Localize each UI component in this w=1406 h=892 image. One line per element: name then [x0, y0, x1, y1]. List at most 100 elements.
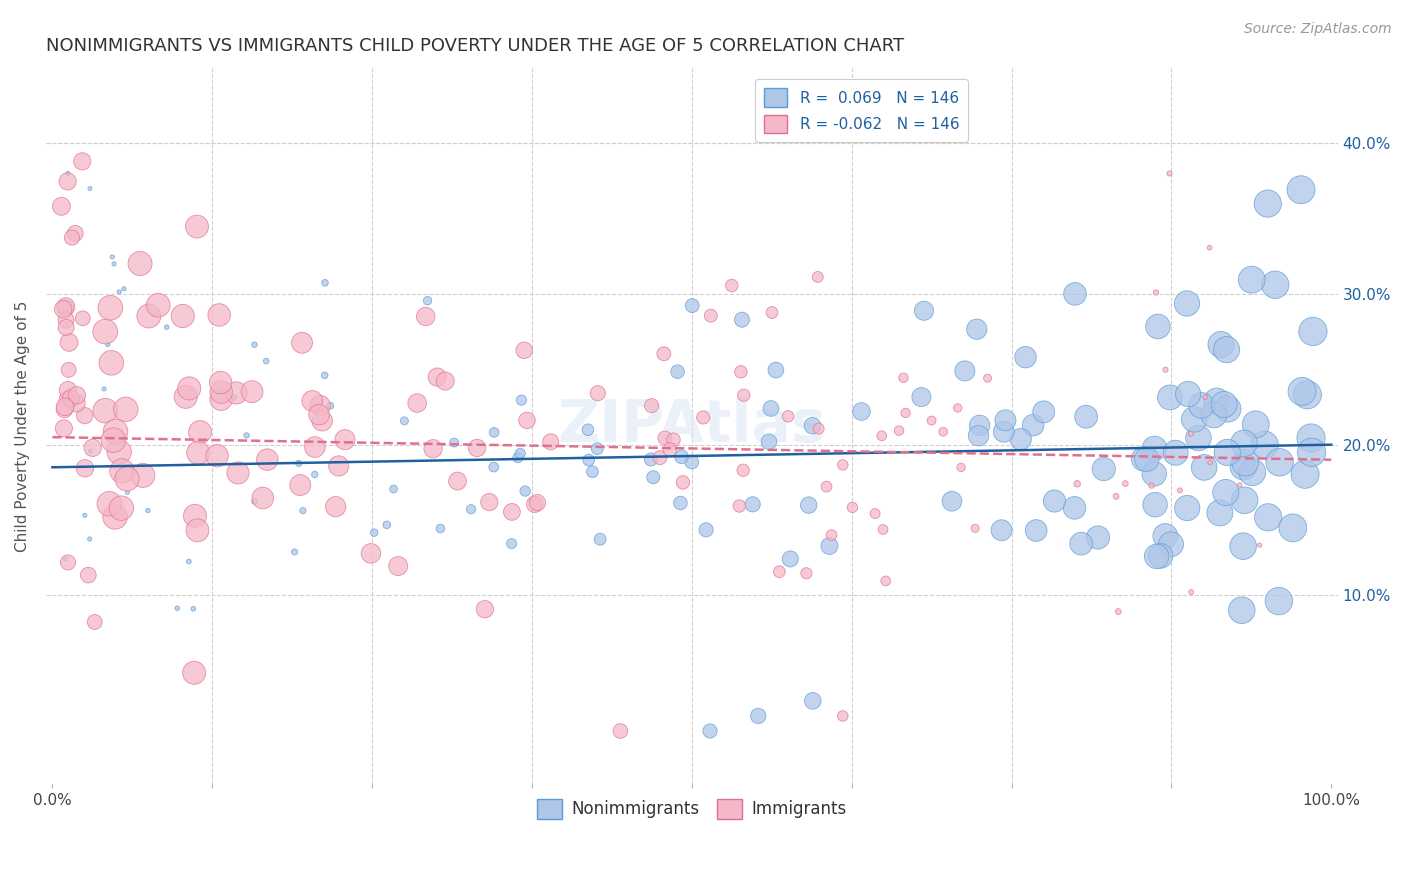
Point [254, 354, 277, 368]
Point [1064, 286, 1087, 301]
Point [387, 559, 409, 574]
Point [325, 500, 347, 514]
Point [1087, 531, 1109, 545]
Point [422, 442, 444, 456]
Point [976, 371, 998, 385]
Point [672, 475, 695, 490]
Point [108, 445, 131, 459]
Point [671, 450, 693, 464]
Point [301, 393, 323, 408]
Point [55, 301, 77, 315]
Point [887, 424, 910, 438]
Point [820, 528, 842, 542]
Point [643, 470, 665, 484]
Point [101, 250, 124, 264]
Point [801, 694, 824, 708]
Point [209, 392, 232, 407]
Point [60, 230, 83, 244]
Point [1168, 483, 1191, 498]
Point [256, 452, 278, 467]
Point [186, 524, 208, 538]
Point [482, 425, 505, 440]
Point [720, 278, 742, 293]
Point [77, 568, 100, 582]
Point [695, 523, 717, 537]
Point [1205, 394, 1227, 409]
Point [1070, 537, 1092, 551]
Point [807, 422, 830, 436]
Point [1187, 431, 1209, 445]
Point [894, 406, 917, 420]
Point [482, 460, 505, 475]
Point [443, 435, 465, 450]
Point [108, 285, 131, 299]
Point [681, 299, 703, 313]
Point [416, 293, 439, 308]
Point [112, 282, 135, 296]
Point [117, 485, 139, 500]
Point [181, 602, 204, 616]
Point [172, 309, 194, 323]
Point [56, 556, 79, 570]
Point [510, 393, 533, 408]
Point [1229, 478, 1251, 492]
Point [967, 428, 990, 442]
Point [187, 446, 209, 460]
Point [111, 464, 134, 478]
Point [1032, 405, 1054, 419]
Point [1180, 585, 1202, 599]
Point [51, 199, 73, 213]
Point [460, 502, 482, 516]
Point [1289, 183, 1312, 197]
Point [523, 497, 546, 511]
Point [52, 302, 75, 317]
Point [1194, 390, 1216, 404]
Point [73, 508, 96, 523]
Point [184, 508, 207, 523]
Point [55, 320, 77, 334]
Point [870, 429, 893, 443]
Point [73, 461, 96, 475]
Point [797, 498, 820, 512]
Point [56, 166, 79, 180]
Point [831, 458, 853, 472]
Point [1154, 363, 1177, 377]
Point [363, 525, 385, 540]
Point [58, 363, 80, 377]
Point [666, 365, 689, 379]
Point [1160, 537, 1182, 551]
Point [1132, 452, 1154, 467]
Point [669, 496, 692, 510]
Point [1232, 539, 1254, 553]
Point [82, 441, 104, 455]
Point [733, 463, 755, 477]
Point [1199, 455, 1222, 469]
Point [1257, 196, 1279, 211]
Point [807, 270, 830, 285]
Point [578, 453, 600, 467]
Point [94, 403, 117, 417]
Point [166, 601, 188, 615]
Point [1143, 442, 1166, 456]
Point [174, 390, 197, 404]
Point [304, 467, 326, 482]
Point [94, 325, 117, 339]
Point [1241, 465, 1264, 479]
Point [1022, 418, 1045, 433]
Point [1233, 436, 1256, 450]
Point [183, 665, 205, 680]
Point [540, 434, 562, 449]
Point [426, 370, 449, 384]
Point [966, 322, 988, 336]
Point [1010, 432, 1032, 446]
Point [841, 500, 863, 515]
Point [1149, 549, 1171, 563]
Point [1182, 412, 1205, 426]
Point [382, 482, 405, 496]
Point [1215, 485, 1237, 500]
Point [733, 388, 755, 402]
Point [994, 413, 1017, 427]
Point [699, 723, 721, 738]
Point [728, 499, 751, 513]
Point [658, 442, 681, 457]
